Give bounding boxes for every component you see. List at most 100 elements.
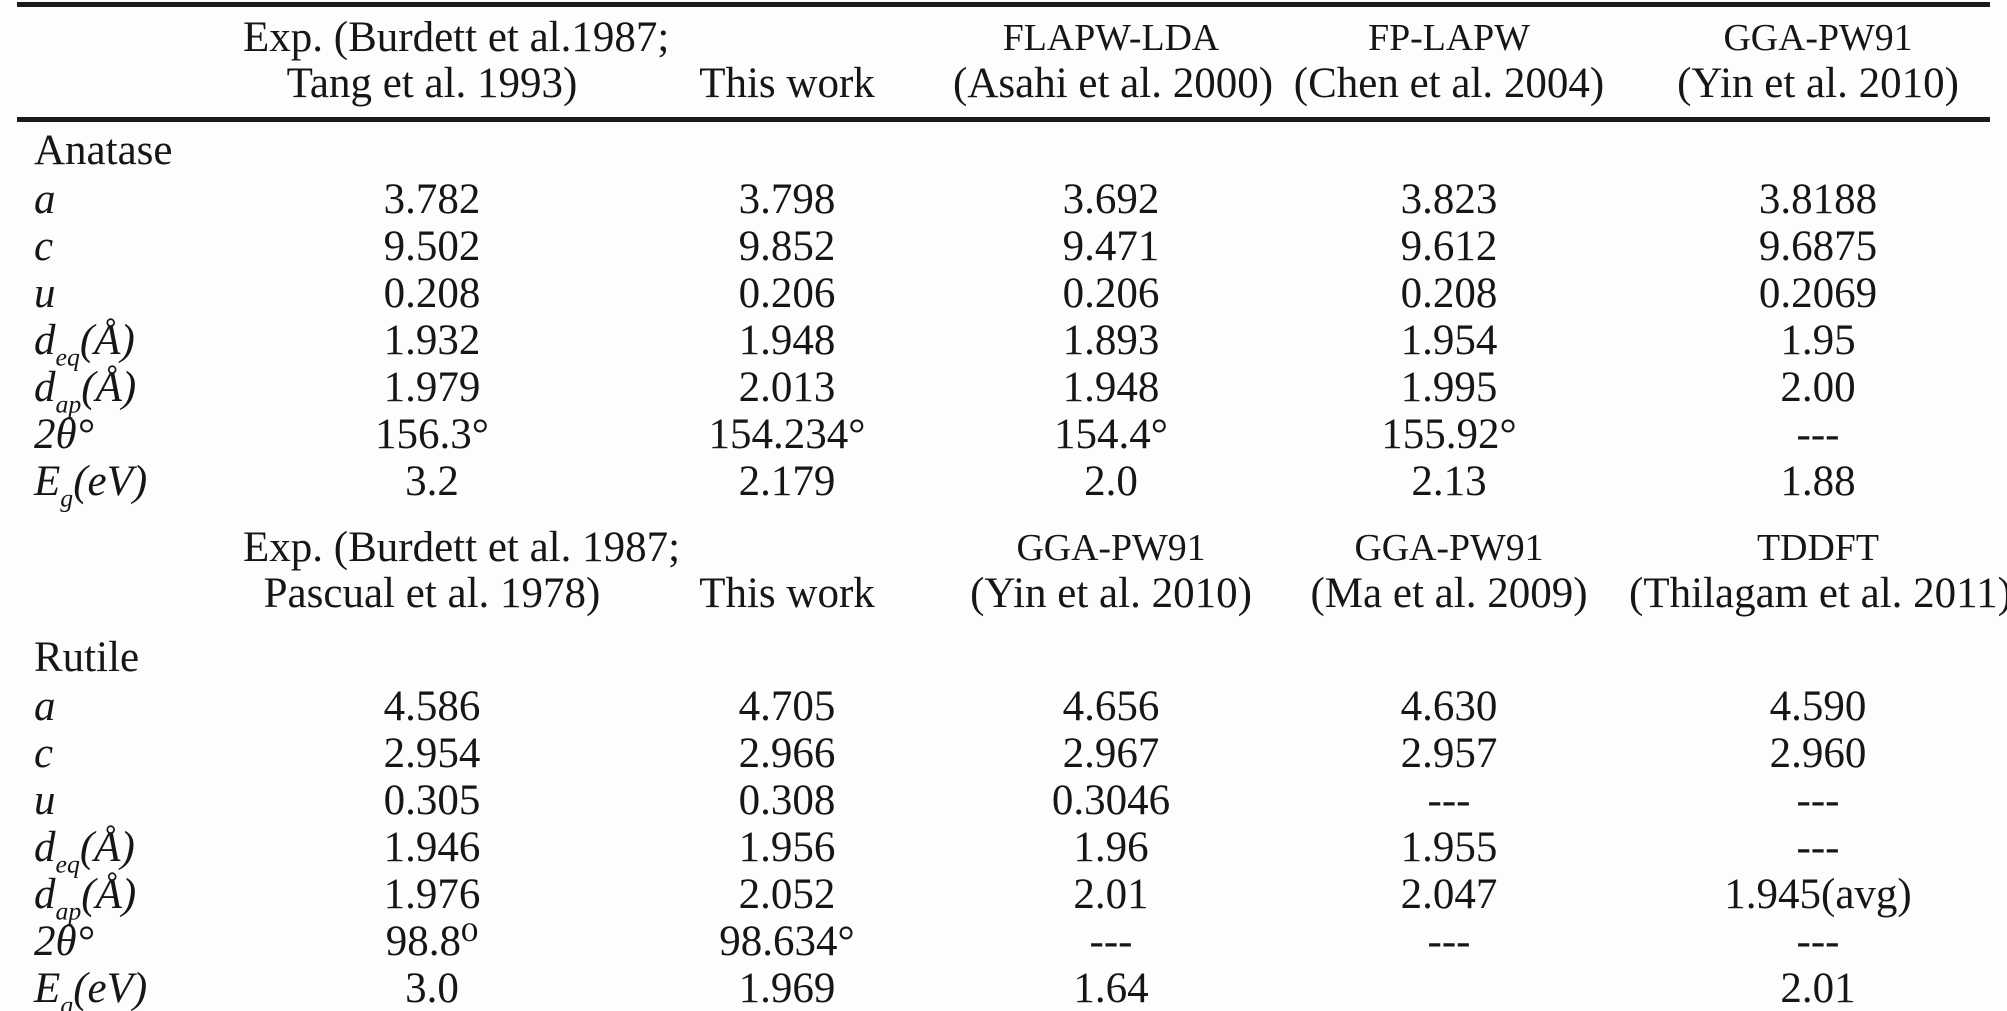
header-empty-cell bbox=[0, 7, 243, 117]
row-label: a bbox=[0, 176, 243, 223]
table-cell: 1.955 bbox=[1400, 824, 1498, 871]
table-cell: 98.634° bbox=[719, 918, 855, 965]
table-cell: 9.6875 bbox=[1758, 223, 1878, 270]
table-cell: 0.2069 bbox=[1758, 270, 1878, 317]
header-line2: (Yin et al. 2010) bbox=[1677, 60, 1959, 107]
row-label: u bbox=[0, 270, 243, 317]
rutile-column-header-row: Exp. (Burdett et al. 1987; Pascual et al… bbox=[0, 505, 2007, 629]
header-empty-cell bbox=[0, 505, 243, 629]
row-label-base: d bbox=[34, 364, 56, 411]
section-title-row: Anatase bbox=[0, 122, 2007, 176]
row-label-base: d bbox=[34, 871, 56, 918]
table-cell: 2.01 bbox=[1073, 871, 1149, 918]
header-line1: FLAPW-LDA bbox=[1002, 17, 1220, 59]
table-cell: --- bbox=[1796, 918, 1840, 965]
table-cell: 3.823 bbox=[1400, 176, 1498, 223]
header-line2: Tang et al. 1993) bbox=[286, 60, 578, 107]
header-this-work-rutile: This work bbox=[621, 505, 953, 629]
header-line1: GGA-PW91 bbox=[1723, 17, 1913, 59]
table-cell: 2.0 bbox=[1084, 458, 1138, 505]
table-cell: 1.948 bbox=[738, 317, 836, 364]
row-label: Eg(eV) bbox=[0, 965, 243, 1011]
row-label-subscript: eq bbox=[55, 849, 80, 879]
table-cell: 1.976 bbox=[383, 871, 481, 918]
header-line1: GGA-PW91 bbox=[1016, 527, 1206, 569]
table-row: c 9.502 9.852 9.471 9.612 9.6875 bbox=[0, 223, 2007, 270]
table-cell: 1.932 bbox=[383, 317, 481, 364]
table-row: 2θ° 156.3° 154.234° 154.4° 155.92° --- bbox=[0, 411, 2007, 458]
table-cell: 1.945(avg) bbox=[1724, 871, 1912, 918]
header-gga-pw91-ma: GGA-PW91 (Ma et al. 2009) bbox=[1269, 505, 1629, 629]
row-label-subscript: g bbox=[60, 990, 74, 1011]
table-cell: 2.960 bbox=[1769, 730, 1867, 777]
header-line2: (Ma et al. 2009) bbox=[1310, 570, 1588, 617]
row-label-suffix: (eV) bbox=[73, 965, 148, 1011]
table-cell: --- bbox=[1089, 918, 1133, 965]
row-label-base: u bbox=[34, 270, 56, 317]
table-cell: 9.471 bbox=[1062, 223, 1160, 270]
table-row: u 0.208 0.206 0.206 0.208 0.2069 bbox=[0, 270, 2007, 317]
table-cell: 0.208 bbox=[1400, 270, 1498, 317]
table-cell: 4.590 bbox=[1769, 683, 1867, 730]
header-line2: This work bbox=[699, 60, 875, 107]
row-label-suffix: (Å) bbox=[79, 824, 135, 871]
table-cell: 1.946 bbox=[383, 824, 481, 871]
row-label-base: 2θ° bbox=[34, 411, 94, 458]
row-label: u bbox=[0, 777, 243, 824]
row-label: Eg(eV) bbox=[0, 458, 243, 511]
table-cell: 1.969 bbox=[738, 965, 836, 1011]
table-cell: 3.798 bbox=[738, 176, 836, 223]
header-line2: (Yin et al. 2010) bbox=[970, 570, 1252, 617]
table-cell: --- bbox=[1796, 411, 1840, 458]
header-line1: Exp. (Burdett et al.1987; bbox=[243, 14, 670, 61]
table-cell: 155.92° bbox=[1381, 411, 1517, 458]
table-cell: 3.782 bbox=[383, 176, 481, 223]
table-cell: 1.96 bbox=[1073, 824, 1149, 871]
table-cell: 1.64 bbox=[1073, 965, 1149, 1011]
header-fp-lapw: FP-LAPW (Chen et al. 2004) bbox=[1269, 7, 1629, 117]
row-label-suffix: (eV) bbox=[73, 458, 148, 505]
table-row: a 4.586 4.705 4.656 4.630 4.590 bbox=[0, 683, 2007, 730]
table-top-rule bbox=[17, 2, 1990, 7]
header-bottom-rule bbox=[17, 117, 1990, 122]
header-tddft: TDDFT (Thilagam et al. 2011) bbox=[1629, 505, 2007, 629]
table-cell: 156.3° bbox=[375, 411, 489, 458]
row-label-subscript: ap bbox=[55, 896, 82, 926]
table-cell: 98.8⁰ bbox=[385, 918, 479, 965]
table-cell: 0.206 bbox=[1062, 270, 1160, 317]
section-anatase: Exp. (Burdett et al.1987; Tang et al. 19… bbox=[0, 7, 2007, 511]
table-row: Eg(eV) 3.2 2.179 2.0 2.13 1.88 bbox=[0, 458, 2007, 511]
table-cell: --- bbox=[1796, 777, 1840, 824]
row-label-base: E bbox=[34, 458, 61, 505]
row-label-base: a bbox=[34, 683, 56, 730]
section-rutile: Exp. (Burdett et al. 1987; Pascual et al… bbox=[0, 505, 2007, 1011]
header-line1: Exp. (Burdett et al. 1987; bbox=[243, 524, 681, 571]
table-cell: 3.0 bbox=[405, 965, 459, 1011]
table-cell: 1.948 bbox=[1062, 364, 1160, 411]
table-cell: --- bbox=[1427, 777, 1471, 824]
row-label: 2θ° bbox=[0, 411, 243, 458]
table-cell: 2.967 bbox=[1062, 730, 1160, 777]
header-this-work-anatase: This work bbox=[621, 7, 953, 117]
table-cell: 1.88 bbox=[1780, 458, 1856, 505]
table-cell: 2.00 bbox=[1780, 364, 1856, 411]
table-cell: 1.893 bbox=[1062, 317, 1160, 364]
table-row: dap(Å) 1.976 2.052 2.01 2.047 1.945(avg) bbox=[0, 871, 2007, 924]
table-row: 2θ° 98.8⁰ 98.634° --- --- --- bbox=[0, 918, 2007, 965]
header-exp-rutile: Exp. (Burdett et al. 1987; Pascual et al… bbox=[243, 505, 681, 629]
table-cell: 2.957 bbox=[1400, 730, 1498, 777]
tio2-properties-table: Exp. (Burdett et al.1987; Tang et al. 19… bbox=[0, 7, 2007, 1011]
table-cell: 4.586 bbox=[383, 683, 481, 730]
row-label: dap(Å) bbox=[0, 871, 243, 924]
row-label-suffix: (Å) bbox=[81, 871, 137, 918]
row-label-subscript: g bbox=[60, 483, 74, 513]
row-label-base: 2θ° bbox=[34, 918, 94, 965]
header-gga-pw91-anatase: GGA-PW91 (Yin et al. 2010) bbox=[1629, 7, 2007, 117]
table-cell: 2.966 bbox=[738, 730, 836, 777]
section-title: Rutile bbox=[34, 634, 140, 681]
row-label: a bbox=[0, 683, 243, 730]
table-cell: 9.502 bbox=[383, 223, 481, 270]
table-row: dap(Å) 1.979 2.013 1.948 1.995 2.00 bbox=[0, 364, 2007, 417]
table-cell: --- bbox=[1427, 918, 1471, 965]
